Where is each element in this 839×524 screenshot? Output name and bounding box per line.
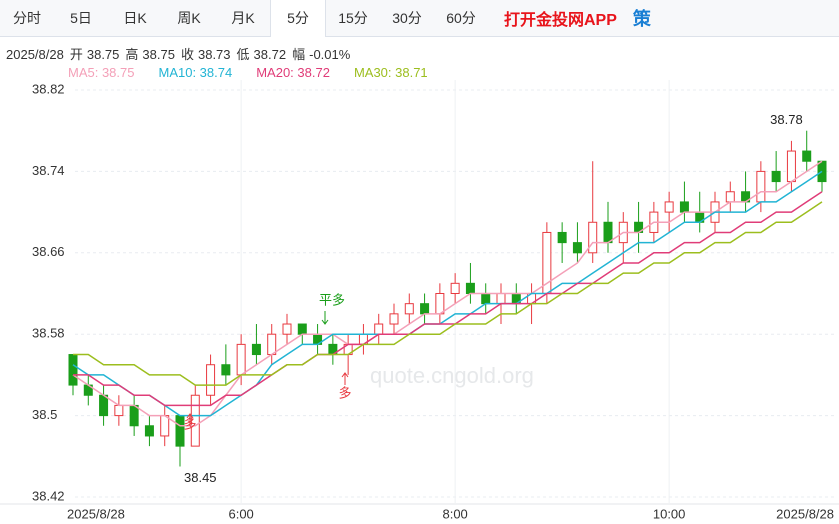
candle-body: [420, 303, 430, 315]
candle-body: [771, 170, 781, 183]
candle-body: [221, 364, 231, 376]
candle-body: [756, 170, 766, 203]
candle-body: [603, 221, 613, 244]
candle-body: [802, 150, 812, 162]
candle-body: [251, 343, 261, 356]
candle-body: [267, 333, 277, 356]
promo[interactable]: 打开金投网APP: [504, 12, 617, 29]
tab[interactable]: 日K: [123, 10, 147, 26]
candle-body: [588, 221, 598, 254]
x-tick-label: 8:00: [442, 506, 467, 521]
x-tick-label: 10:00: [653, 506, 686, 521]
date: 2025/8/28: [6, 47, 64, 62]
annotation-arrow: [186, 413, 194, 426]
tab[interactable]: 15分: [338, 10, 368, 26]
candle-body: [129, 404, 139, 427]
candle-body: [297, 323, 307, 335]
candle-body: [572, 242, 582, 254]
x-tick-label: 6:00: [228, 506, 253, 521]
icon[interactable]: 策: [632, 9, 651, 29]
x-tick-label: 2025/8/28: [67, 506, 125, 521]
info-value: 38.72: [253, 47, 287, 62]
ma-line: [73, 191, 823, 407]
tab[interactable]: 月K: [231, 10, 255, 26]
candle-body: [144, 425, 154, 437]
ma-line: [73, 201, 823, 386]
legend-entry: MA10: 38.74: [158, 65, 233, 80]
candle-body: [282, 323, 292, 335]
info-label: 低: [236, 47, 250, 62]
candle-body: [114, 404, 124, 417]
watermark: quote.cngold.org: [370, 363, 534, 388]
tab[interactable]: 周K: [177, 10, 201, 26]
x-tick-label: 2025/8/28: [776, 506, 834, 521]
candle-body: [99, 394, 109, 417]
info-value: 38.73: [197, 47, 231, 62]
tab[interactable]: 5日: [70, 10, 92, 26]
candle-body: [496, 293, 506, 305]
info-label: 收: [180, 47, 194, 62]
candle-body: [206, 364, 216, 396]
candle-body: [465, 282, 475, 295]
info-value: -0.01%: [309, 47, 351, 62]
info-label: 幅: [292, 47, 306, 62]
tab[interactable]: 30分: [392, 10, 422, 26]
y-tick-label: 38.5: [32, 407, 57, 422]
candle-body: [435, 293, 445, 315]
info-bar: 2025/8/28 开 38.75 高 38.75 收 38.73 低 38.72 幅 -0.01%: [6, 44, 356, 63]
tab-bar: 分时 5日 日K 周K 月K 5分 15分 30分 60分 打开金投网APP 策: [0, 0, 839, 37]
candle-body: [725, 191, 735, 203]
candle-body: [160, 415, 170, 437]
tab[interactable]: 分时: [13, 10, 41, 26]
annotation-arrow: [341, 372, 349, 385]
candle-body: [557, 231, 567, 244]
legend-entry: MA5: 38.75: [68, 65, 135, 80]
y-tick-label: 38.66: [32, 244, 65, 259]
candle-body: [190, 394, 200, 447]
info-value: 38.75: [142, 47, 175, 62]
candle-body: [68, 354, 78, 386]
candle-body: [481, 293, 491, 305]
legend: MA5: 38.75 MA10: 38.74 MA20: 38.72 MA30: 38…: [68, 65, 452, 80]
y-tick-label: 38.58: [32, 326, 65, 341]
info-value: 38.75: [86, 47, 120, 62]
candle-body: [404, 303, 414, 315]
tab[interactable]: 60分: [446, 10, 476, 26]
candle-body: [664, 201, 674, 213]
legend-entry: MA20: 38.72: [256, 65, 330, 80]
annotation-arrow: [321, 311, 329, 325]
y-tick-label: 38.82: [32, 81, 65, 96]
candle-body: [236, 343, 246, 376]
ma-line: [72, 160, 823, 427]
low-label: 38.45: [184, 470, 217, 485]
info-label: 高: [125, 47, 139, 62]
tab[interactable]: 5分: [270, 0, 326, 37]
annotation: 多: [338, 385, 351, 400]
high-label: 38.78: [770, 112, 803, 127]
annotation: 平多: [319, 292, 345, 307]
legend-entry: MA30: 38.71: [353, 65, 428, 80]
y-tick-label: 38.42: [32, 488, 65, 503]
candle-body: [679, 201, 689, 213]
candle-body: [450, 282, 460, 295]
candle-body: [374, 323, 384, 335]
candle-body: [389, 313, 399, 325]
ma-line: [72, 170, 823, 417]
info-label: 开: [69, 47, 83, 62]
candle-body: [786, 150, 796, 183]
y-tick-label: 38.74: [32, 163, 65, 178]
